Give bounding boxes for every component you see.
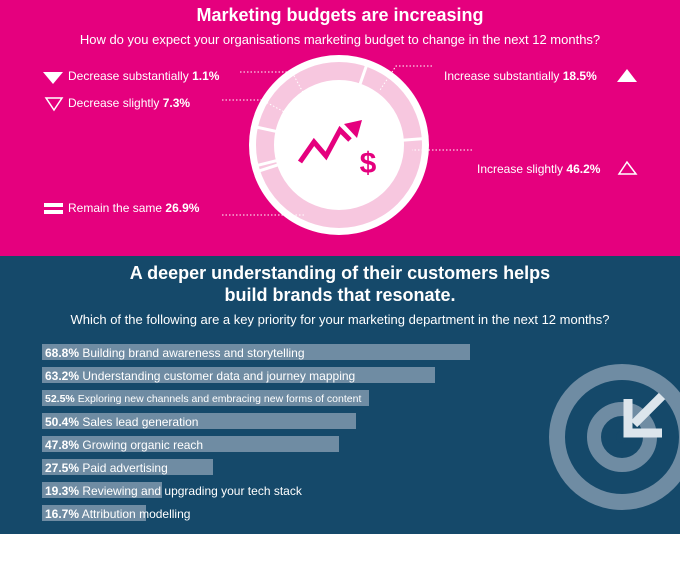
label-remain-same: Remain the same 26.9% xyxy=(68,201,199,215)
bar-value-label: 47.8% xyxy=(45,438,80,452)
bar-value-label: 16.7% xyxy=(45,507,80,521)
priorities-subtitle: Which of the following are a key priorit… xyxy=(70,312,610,327)
bar-value-label: 68.8% xyxy=(45,346,80,360)
triangle-down-filled-icon xyxy=(43,72,63,84)
bar-label: 47.8% Growing organic reach xyxy=(45,437,203,453)
budget-title: Marketing budgets are increasing xyxy=(196,5,484,25)
donut-ring xyxy=(256,62,422,228)
bar-category-label: Exploring new channels and embracing new… xyxy=(74,393,362,405)
bar-label: 50.4% Sales lead generation xyxy=(45,414,198,430)
target-arrow-icon xyxy=(549,364,680,510)
label-value: 1.1% xyxy=(192,69,220,83)
bar xyxy=(42,413,356,429)
bar-category-label: Reviewing and upgrading your tech stack xyxy=(79,484,302,498)
equals-icon xyxy=(44,203,63,214)
budget-donut-chart xyxy=(249,55,429,235)
bar-category-label: Attribution modelling xyxy=(79,507,191,521)
triangle-up-outline-icon xyxy=(617,160,638,175)
bar xyxy=(42,459,213,475)
bar-value-label: 63.2% xyxy=(45,369,80,383)
bar-category-label: Sales lead generation xyxy=(79,415,199,429)
bar-label: 19.3% Reviewing and upgrading your tech … xyxy=(45,483,302,499)
label-value: 26.9% xyxy=(165,201,200,215)
donut-slice-separator xyxy=(253,158,282,168)
label-value: 7.3% xyxy=(162,96,191,110)
bar xyxy=(42,367,435,383)
bar-value-label: 19.3% xyxy=(45,484,80,498)
label-text: Decrease slightly xyxy=(68,96,160,110)
donut-slice-separator xyxy=(254,162,283,174)
label-increase-substantially: Increase substantially 18.5% xyxy=(444,69,597,83)
leader-line-decrease-slightly xyxy=(222,99,291,116)
bar-category-label: Understanding customer data and journey … xyxy=(79,369,356,383)
bar-value-label: 50.4% xyxy=(45,415,80,429)
label-decrease-substantially: Decrease substantially 1.1% xyxy=(68,69,219,83)
label-increase-slightly: Increase slightly 46.2% xyxy=(477,162,600,176)
leader-lines xyxy=(222,65,472,216)
bar-label: 52.5% Exploring new channels and embraci… xyxy=(45,391,361,407)
bar xyxy=(42,505,146,521)
budget-subtitle: How do you expect your organisations mar… xyxy=(79,32,601,47)
bar-label: 16.7% Attribution modelling xyxy=(45,506,190,522)
bar-category-label: Building brand awareness and storytellin… xyxy=(79,346,305,360)
label-text: Increase substantially xyxy=(444,69,560,83)
bar xyxy=(42,390,369,406)
label-value: 18.5% xyxy=(562,69,597,83)
bar xyxy=(42,344,470,360)
bar-category-label: Growing organic reach xyxy=(79,438,204,452)
donut-center xyxy=(276,82,402,208)
label-text: Remain the same xyxy=(68,201,163,215)
bar-category-label: Paid advertising xyxy=(79,461,168,475)
triangle-down-outline-icon xyxy=(44,97,64,112)
bar-value-label: 52.5% xyxy=(45,393,75,405)
svg-text:$: $ xyxy=(360,147,377,180)
label-text: Decrease substantially xyxy=(68,69,189,83)
donut-slice-separator xyxy=(398,136,427,142)
leader-line-increase-substantially xyxy=(379,65,432,91)
donut-slice-separator xyxy=(357,61,370,89)
priorities-title: A deeper understanding of their customer… xyxy=(0,262,680,306)
bar xyxy=(42,436,339,452)
bar xyxy=(42,482,162,498)
bar-label: 27.5% Paid advertising xyxy=(45,460,168,476)
label-decrease-slightly: Decrease slightly 7.3% xyxy=(68,96,190,110)
donut-slice-separator xyxy=(252,124,281,134)
label-text: Increase slightly xyxy=(477,162,564,176)
triangle-up-filled-icon xyxy=(617,69,637,82)
bar-value-label: 27.5% xyxy=(45,461,80,475)
label-value: 46.2% xyxy=(566,162,601,176)
priorities-title-line-1: A deeper understanding of their customer… xyxy=(129,263,551,283)
bar-label: 63.2% Understanding customer data and jo… xyxy=(45,368,355,384)
growth-dollar-icon: $ xyxy=(297,120,377,180)
bar-label: 68.8% Building brand awareness and story… xyxy=(45,345,305,361)
priorities-title-line-2: build brands that resonate. xyxy=(224,285,456,305)
